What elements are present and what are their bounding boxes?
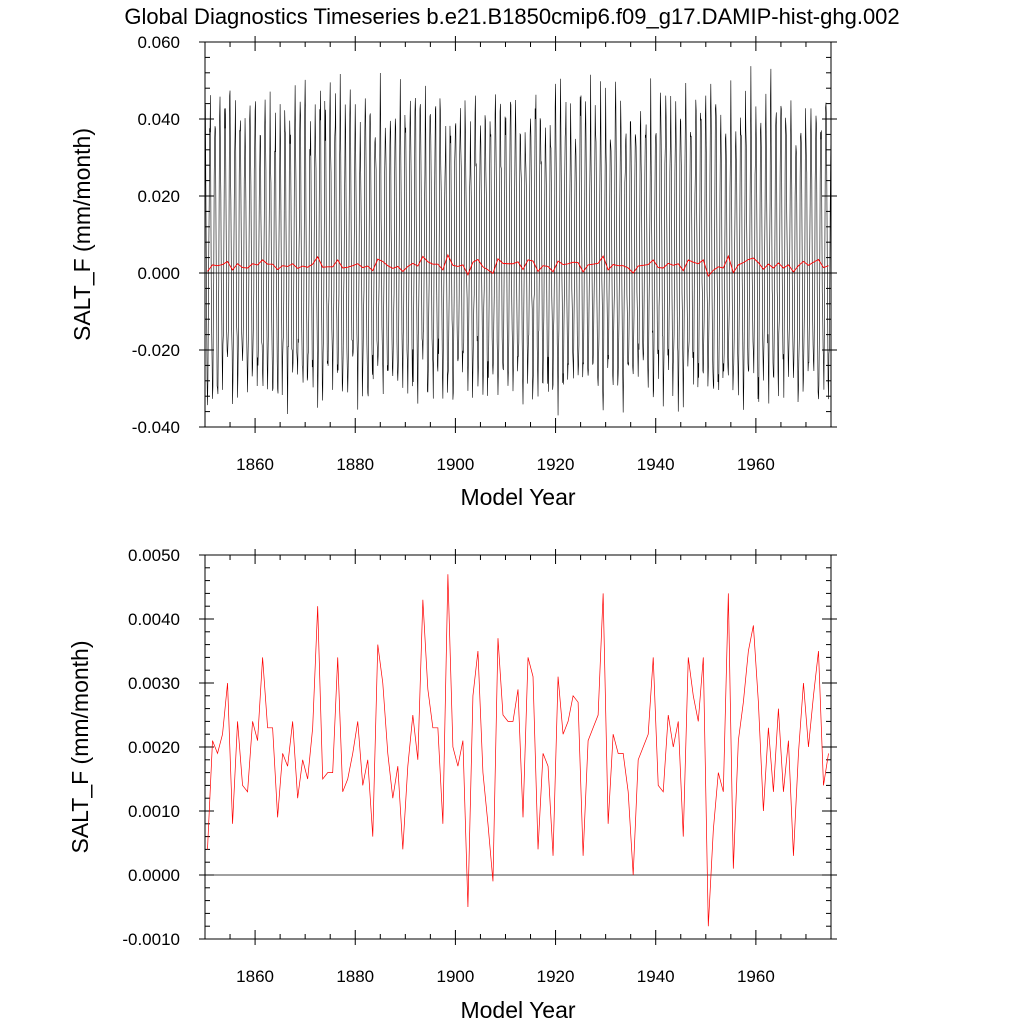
x-axis-title: Model Year [460, 997, 575, 1023]
x-tick-label: 1860 [236, 455, 274, 474]
x-tick-label: 1920 [537, 967, 575, 986]
x-tick-label: 1920 [537, 455, 575, 474]
y-tick-label: 0.0010 [128, 802, 180, 821]
plot-area [205, 66, 831, 416]
top-panel: 1860 1880 1900 1920 1940 1960 -0.040 -0.020 0.00… [69, 33, 837, 510]
y-tick-label: -0.020 [132, 341, 180, 360]
y-tick-label: 0.0050 [128, 546, 180, 565]
x-tick-label: 1960 [737, 967, 775, 986]
y-tick-label: 0.0030 [128, 674, 180, 693]
y-tick-label: 0.040 [137, 110, 180, 129]
y-tick-label: -0.0010 [122, 930, 180, 949]
x-tick-label: 1880 [336, 967, 374, 986]
x-tick-label: 1940 [637, 455, 675, 474]
x-tick-label: 1900 [436, 967, 474, 986]
x-axis-title: Model Year [460, 484, 575, 510]
chart-title: Global Diagnostics Timeseries b.e21.B185… [124, 4, 899, 29]
x-tick-label: 1960 [737, 455, 775, 474]
annual-mean-series-line [207, 574, 829, 927]
x-tick-label: 1940 [637, 967, 675, 986]
y-tick-label: 0.0040 [128, 610, 180, 629]
plot-area [205, 574, 831, 927]
y-axis-title: SALT_F (mm/month) [67, 641, 93, 854]
y-tick-label: 0.000 [137, 264, 180, 283]
bottom-panel: 1860 1880 1900 1920 1940 1960 -0.0010 0.0000 0.0… [67, 546, 837, 1023]
x-tick-label: 1880 [336, 455, 374, 474]
y-axis-title: SALT_F (mm/month) [69, 128, 95, 341]
monthly-series-line [205, 66, 831, 416]
x-tick-label: 1860 [236, 967, 274, 986]
annual-mean-series-line [207, 253, 829, 277]
y-tick-label: 0.020 [137, 187, 180, 206]
plot-frame [204, 554, 832, 940]
y-tick-label: -0.040 [132, 418, 180, 437]
x-tick-label: 1900 [436, 455, 474, 474]
y-tick-label: 0.060 [137, 33, 180, 52]
y-tick-label: 0.0000 [128, 866, 180, 885]
y-tick-label: 0.0020 [128, 738, 180, 757]
